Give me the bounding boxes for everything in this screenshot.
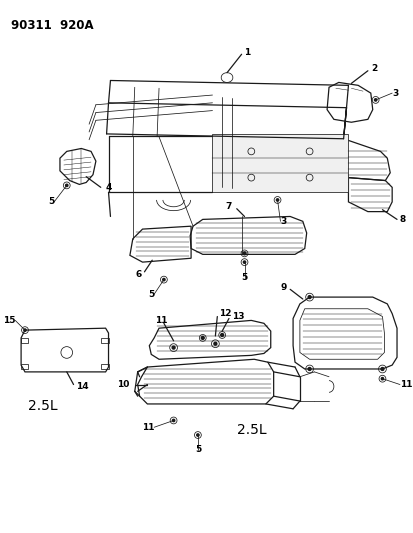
Circle shape (65, 184, 68, 187)
Text: 11: 11 (141, 423, 154, 432)
Text: 2.5L: 2.5L (236, 423, 266, 437)
Text: 11: 11 (154, 316, 167, 325)
Text: 90311  920A: 90311 920A (11, 19, 94, 33)
Text: 5: 5 (48, 197, 54, 206)
Text: 3: 3 (391, 88, 397, 98)
Circle shape (196, 434, 199, 436)
Text: 10: 10 (117, 380, 130, 389)
Text: 14: 14 (76, 382, 89, 391)
Circle shape (172, 346, 175, 349)
Circle shape (380, 377, 383, 380)
Circle shape (276, 199, 278, 201)
Text: 1: 1 (244, 48, 250, 57)
Circle shape (214, 342, 216, 345)
Circle shape (374, 99, 376, 101)
Circle shape (307, 368, 310, 370)
Text: 12: 12 (219, 309, 231, 318)
Circle shape (201, 336, 204, 340)
Text: 15: 15 (3, 316, 15, 325)
Text: 13: 13 (231, 312, 244, 321)
Text: 11: 11 (399, 380, 411, 389)
Text: 5: 5 (241, 273, 247, 282)
Circle shape (380, 368, 383, 370)
Text: 9: 9 (280, 283, 287, 292)
Circle shape (242, 252, 245, 255)
Text: 7: 7 (225, 202, 231, 211)
Text: 5: 5 (194, 445, 201, 454)
Text: 2.5L: 2.5L (28, 399, 57, 413)
Text: 3: 3 (280, 217, 286, 226)
Text: 8: 8 (399, 215, 405, 224)
Text: 4: 4 (105, 183, 112, 192)
Circle shape (243, 261, 245, 263)
Circle shape (162, 278, 165, 281)
Circle shape (24, 329, 26, 332)
Text: 6: 6 (135, 270, 141, 279)
Text: 2: 2 (370, 64, 376, 74)
Circle shape (220, 334, 223, 336)
Circle shape (307, 296, 310, 298)
Circle shape (172, 419, 174, 422)
Polygon shape (212, 134, 348, 192)
Text: 5: 5 (147, 289, 154, 298)
